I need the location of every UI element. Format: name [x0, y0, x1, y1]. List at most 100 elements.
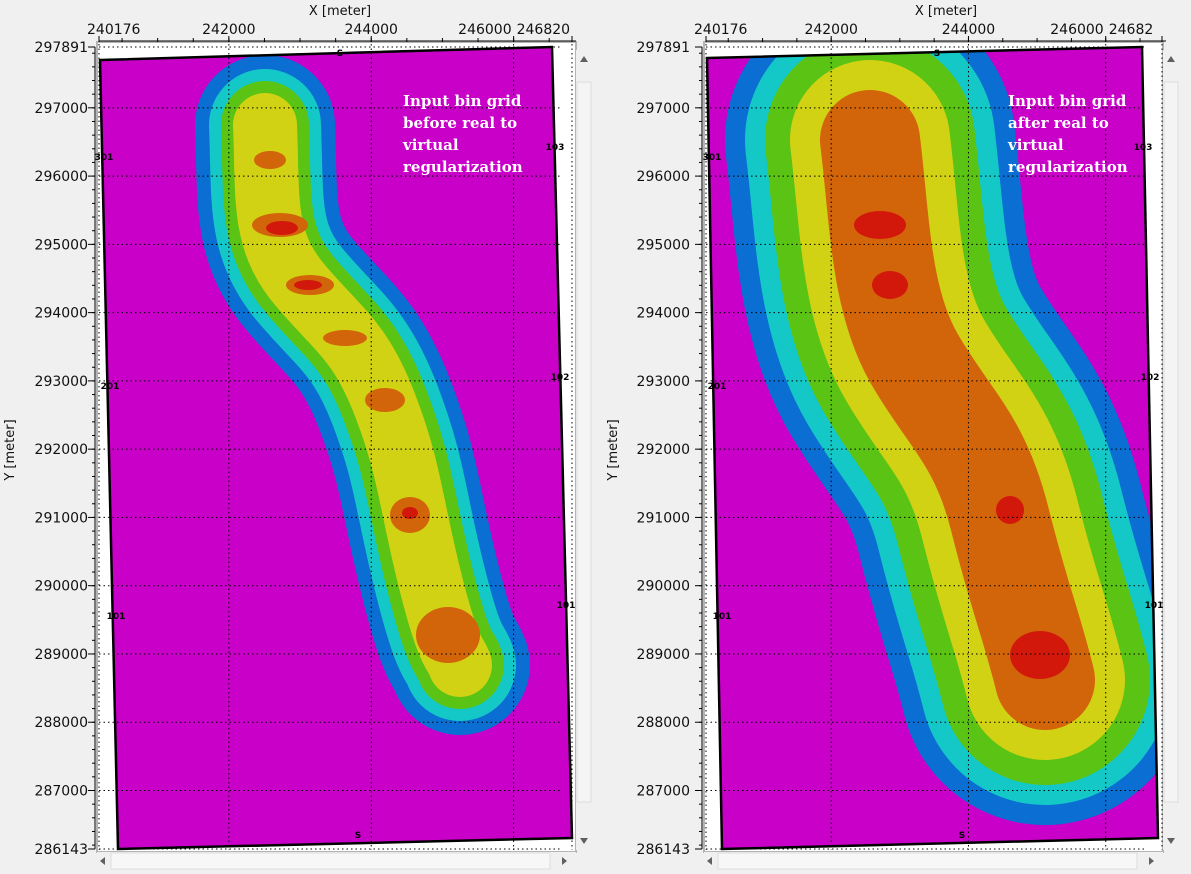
vertical-scrollbar[interactable] [1163, 50, 1179, 850]
y-tick-label: 291000 [637, 510, 690, 526]
well-label: 101 [107, 612, 126, 622]
scroll-up-arrow-icon[interactable] [1167, 56, 1175, 62]
annotation-text: after real to [1008, 114, 1109, 132]
x-tick-label: 244000 [942, 22, 995, 38]
y-tick-label: 292000 [637, 442, 690, 458]
y-tick-label: 292000 [35, 442, 88, 458]
fold-peak [294, 280, 322, 290]
x-tick-label: 24682 [1109, 22, 1154, 38]
annotation-text: regularization [403, 158, 523, 176]
well-label: 103 [546, 143, 565, 153]
y-tick-label: 288000 [35, 715, 88, 731]
well-label: 201 [101, 382, 120, 392]
well-label: 101 [557, 601, 576, 611]
x-tick-label: 240176 [694, 22, 748, 38]
y-tick-label: 287000 [637, 783, 690, 799]
y-tick-label: 295000 [35, 237, 88, 253]
scrollbar-thumb[interactable] [576, 81, 592, 803]
scrollbar-thumb[interactable] [1163, 81, 1179, 803]
y-tick-label: 296000 [637, 169, 690, 185]
scroll-up-arrow-icon[interactable] [580, 56, 588, 62]
well-label: 102 [1141, 373, 1160, 383]
y-tick-label: 286143 [35, 842, 88, 858]
y-axis-title: Y [meter] [3, 419, 18, 481]
annotation-text: Input bin grid [1008, 92, 1127, 110]
x-tick-label: 246820 [517, 22, 570, 38]
y-tick-label: 294000 [637, 306, 690, 322]
horizontal-scrollbar[interactable] [704, 852, 1163, 870]
survey-outline [705, 45, 1160, 851]
fold-hotspot [254, 151, 286, 169]
y-tick-label: 290000 [637, 579, 690, 595]
scroll-left-arrow-icon[interactable] [100, 857, 105, 865]
well-label: S [934, 49, 940, 59]
panel-splitter[interactable] [595, 0, 601, 874]
well-label: S [959, 831, 965, 841]
scrollbar-thumb[interactable] [717, 852, 1138, 870]
y-tick-label: 288000 [637, 715, 690, 731]
y-tick-label: 293000 [637, 374, 690, 390]
well-label: 102 [551, 373, 570, 383]
fold-heatmap [725, 47, 1158, 825]
fold-level-5 [820, 90, 1095, 730]
x-tick-label: 242000 [804, 22, 857, 38]
y-tick-label: 297000 [35, 101, 88, 117]
y-tick-label: 291000 [35, 510, 88, 526]
annotation-text: Input bin grid [403, 92, 522, 110]
well-label: 301 [95, 153, 114, 163]
fold-peak [402, 507, 418, 519]
well-label: 101 [713, 612, 732, 622]
well-label: 103 [1134, 143, 1153, 153]
scroll-right-arrow-icon[interactable] [1149, 857, 1154, 865]
scroll-left-arrow-icon[interactable] [707, 857, 712, 865]
x-tick-label: 240176 [87, 22, 141, 38]
well-label: 101 [1145, 601, 1164, 611]
annotation-text: virtual [402, 136, 459, 154]
x-tick-label: 242000 [202, 22, 255, 38]
x-tick-label: 246000 [458, 22, 511, 38]
scrollbar-thumb[interactable] [110, 852, 551, 870]
x-tick-label: 246000 [1050, 22, 1103, 38]
annotation-text: before real to [403, 114, 517, 132]
fold-peak [1010, 631, 1070, 679]
fold-peak [854, 211, 906, 239]
scroll-down-arrow-icon[interactable] [580, 838, 588, 844]
annotation-text: virtual [1007, 136, 1064, 154]
y-tick-label: 287000 [35, 783, 88, 799]
scroll-right-arrow-icon[interactable] [562, 857, 567, 865]
y-tick-label: 296000 [35, 169, 88, 185]
y-tick-label: 293000 [35, 374, 88, 390]
well-label: 201 [708, 382, 727, 392]
y-tick-label: 290000 [35, 579, 88, 595]
fold-peak [872, 271, 908, 299]
survey-outline [98, 45, 574, 851]
well-label: 301 [703, 153, 722, 163]
fold-hotspot [365, 388, 405, 412]
y-tick-label: 286143 [637, 842, 690, 858]
y-axis-title: Y [meter] [606, 419, 621, 481]
annotation-text: regularization [1008, 158, 1128, 176]
fold-heatmap [195, 55, 530, 735]
y-tick-label: 297891 [35, 40, 88, 56]
well-label: S [337, 49, 343, 59]
well-label: S [355, 831, 361, 841]
x-axis-title: X [meter] [309, 4, 371, 19]
vertical-scrollbar[interactable] [576, 50, 592, 850]
y-tick-label: 289000 [637, 647, 690, 663]
fold-hotspot [323, 330, 367, 346]
x-tick-label: 244000 [345, 22, 398, 38]
scroll-down-arrow-icon[interactable] [1167, 838, 1175, 844]
plot-panel-after: 240176 242000 244000 246000 24682 297891 29700… [606, 4, 1179, 870]
y-tick-label: 294000 [35, 306, 88, 322]
y-tick-label: 297000 [637, 101, 690, 117]
y-tick-label: 295000 [637, 237, 690, 253]
y-tick-label: 297891 [637, 40, 690, 56]
fold-peak [266, 221, 298, 235]
x-axis-title: X [meter] [915, 4, 977, 19]
fold-hotspot [416, 607, 480, 663]
horizontal-scrollbar[interactable] [97, 852, 576, 870]
y-tick-label: 289000 [35, 647, 88, 663]
plot-panel-before: 240176 242000 244000 246000 246820 297891 2970… [3, 4, 592, 870]
fold-peak [996, 496, 1024, 524]
